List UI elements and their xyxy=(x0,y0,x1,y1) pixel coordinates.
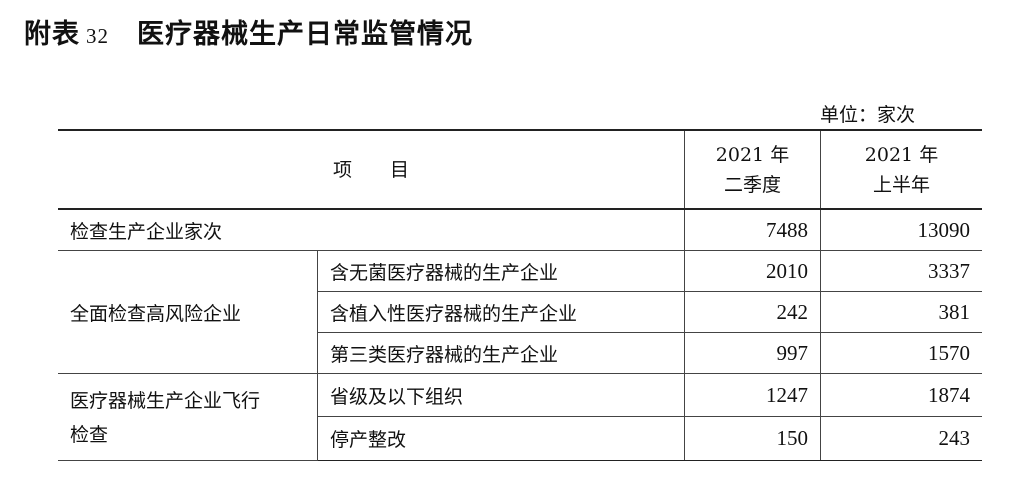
cell-q2: 2010 xyxy=(684,250,821,292)
group-label: 全面检查高风险企业 xyxy=(58,250,318,374)
cell-h1: 13090 xyxy=(820,208,982,251)
table-row: 含植入性医疗器械的生产企业 242 381 xyxy=(58,291,982,333)
table-row: 医疗器械生产企业飞行检查 省级及以下组织 1247 1874 xyxy=(58,373,982,461)
header-q2-year: 2021 年 xyxy=(715,143,790,166)
row-label: 检查生产企业家次 xyxy=(58,208,685,251)
cell-q2: 242 xyxy=(684,291,821,333)
cell-q2: 150 xyxy=(684,416,821,461)
header-h1: 2021 年上半年 xyxy=(820,129,982,210)
header-q2: 2021 年二季度 xyxy=(684,129,821,210)
cell-h1: 1874 xyxy=(820,373,982,417)
row-label: 含无菌医疗器械的生产企业 xyxy=(317,250,685,292)
cell-q2: 7488 xyxy=(684,208,821,251)
row-label: 第三类医疗器械的生产企业 xyxy=(317,332,685,374)
cell-h1: 243 xyxy=(820,416,982,461)
cell-h1: 1570 xyxy=(820,332,982,374)
row-label: 停产整改 xyxy=(317,416,685,461)
row-label: 含植入性医疗器械的生产企业 xyxy=(317,291,685,333)
title-prefix: 附表 xyxy=(24,19,80,50)
unit-label: 单位：家次 xyxy=(819,104,915,126)
cell-h1: 381 xyxy=(820,291,982,333)
title-text: 医疗器械生产日常监管情况 xyxy=(137,19,473,50)
table-row: 检查生产企业家次 7488 13090 xyxy=(58,208,982,251)
header-h1-year: 2021 年 xyxy=(864,143,939,166)
cell-q2: 1247 xyxy=(684,373,821,417)
data-table: 项 目 2021 年二季度 2021 年上半年 检查生产企业家次 7488 13… xyxy=(58,129,982,461)
cell-h1: 3337 xyxy=(820,250,982,292)
title-number: 32 xyxy=(86,24,109,48)
table-row: 停产整改 150 243 xyxy=(58,416,982,461)
row-label: 省级及以下组织 xyxy=(317,373,685,417)
page-title: 附表 32 医疗器械生产日常监管情况 xyxy=(24,12,473,51)
cell-q2: 997 xyxy=(684,332,821,374)
header-h1-period: 上半年 xyxy=(872,173,930,196)
table-row: 全面检查高风险企业 含无菌医疗器械的生产企业 2010 3337 xyxy=(58,250,982,374)
group-label: 医疗器械生产企业飞行检查 xyxy=(58,373,318,461)
header-item: 项 目 xyxy=(58,129,685,210)
header-q2-period: 二季度 xyxy=(723,173,781,196)
header-row: 项 目 2021 年二季度 2021 年上半年 xyxy=(58,129,982,210)
table-row: 第三类医疗器械的生产企业 997 1570 xyxy=(58,332,982,374)
